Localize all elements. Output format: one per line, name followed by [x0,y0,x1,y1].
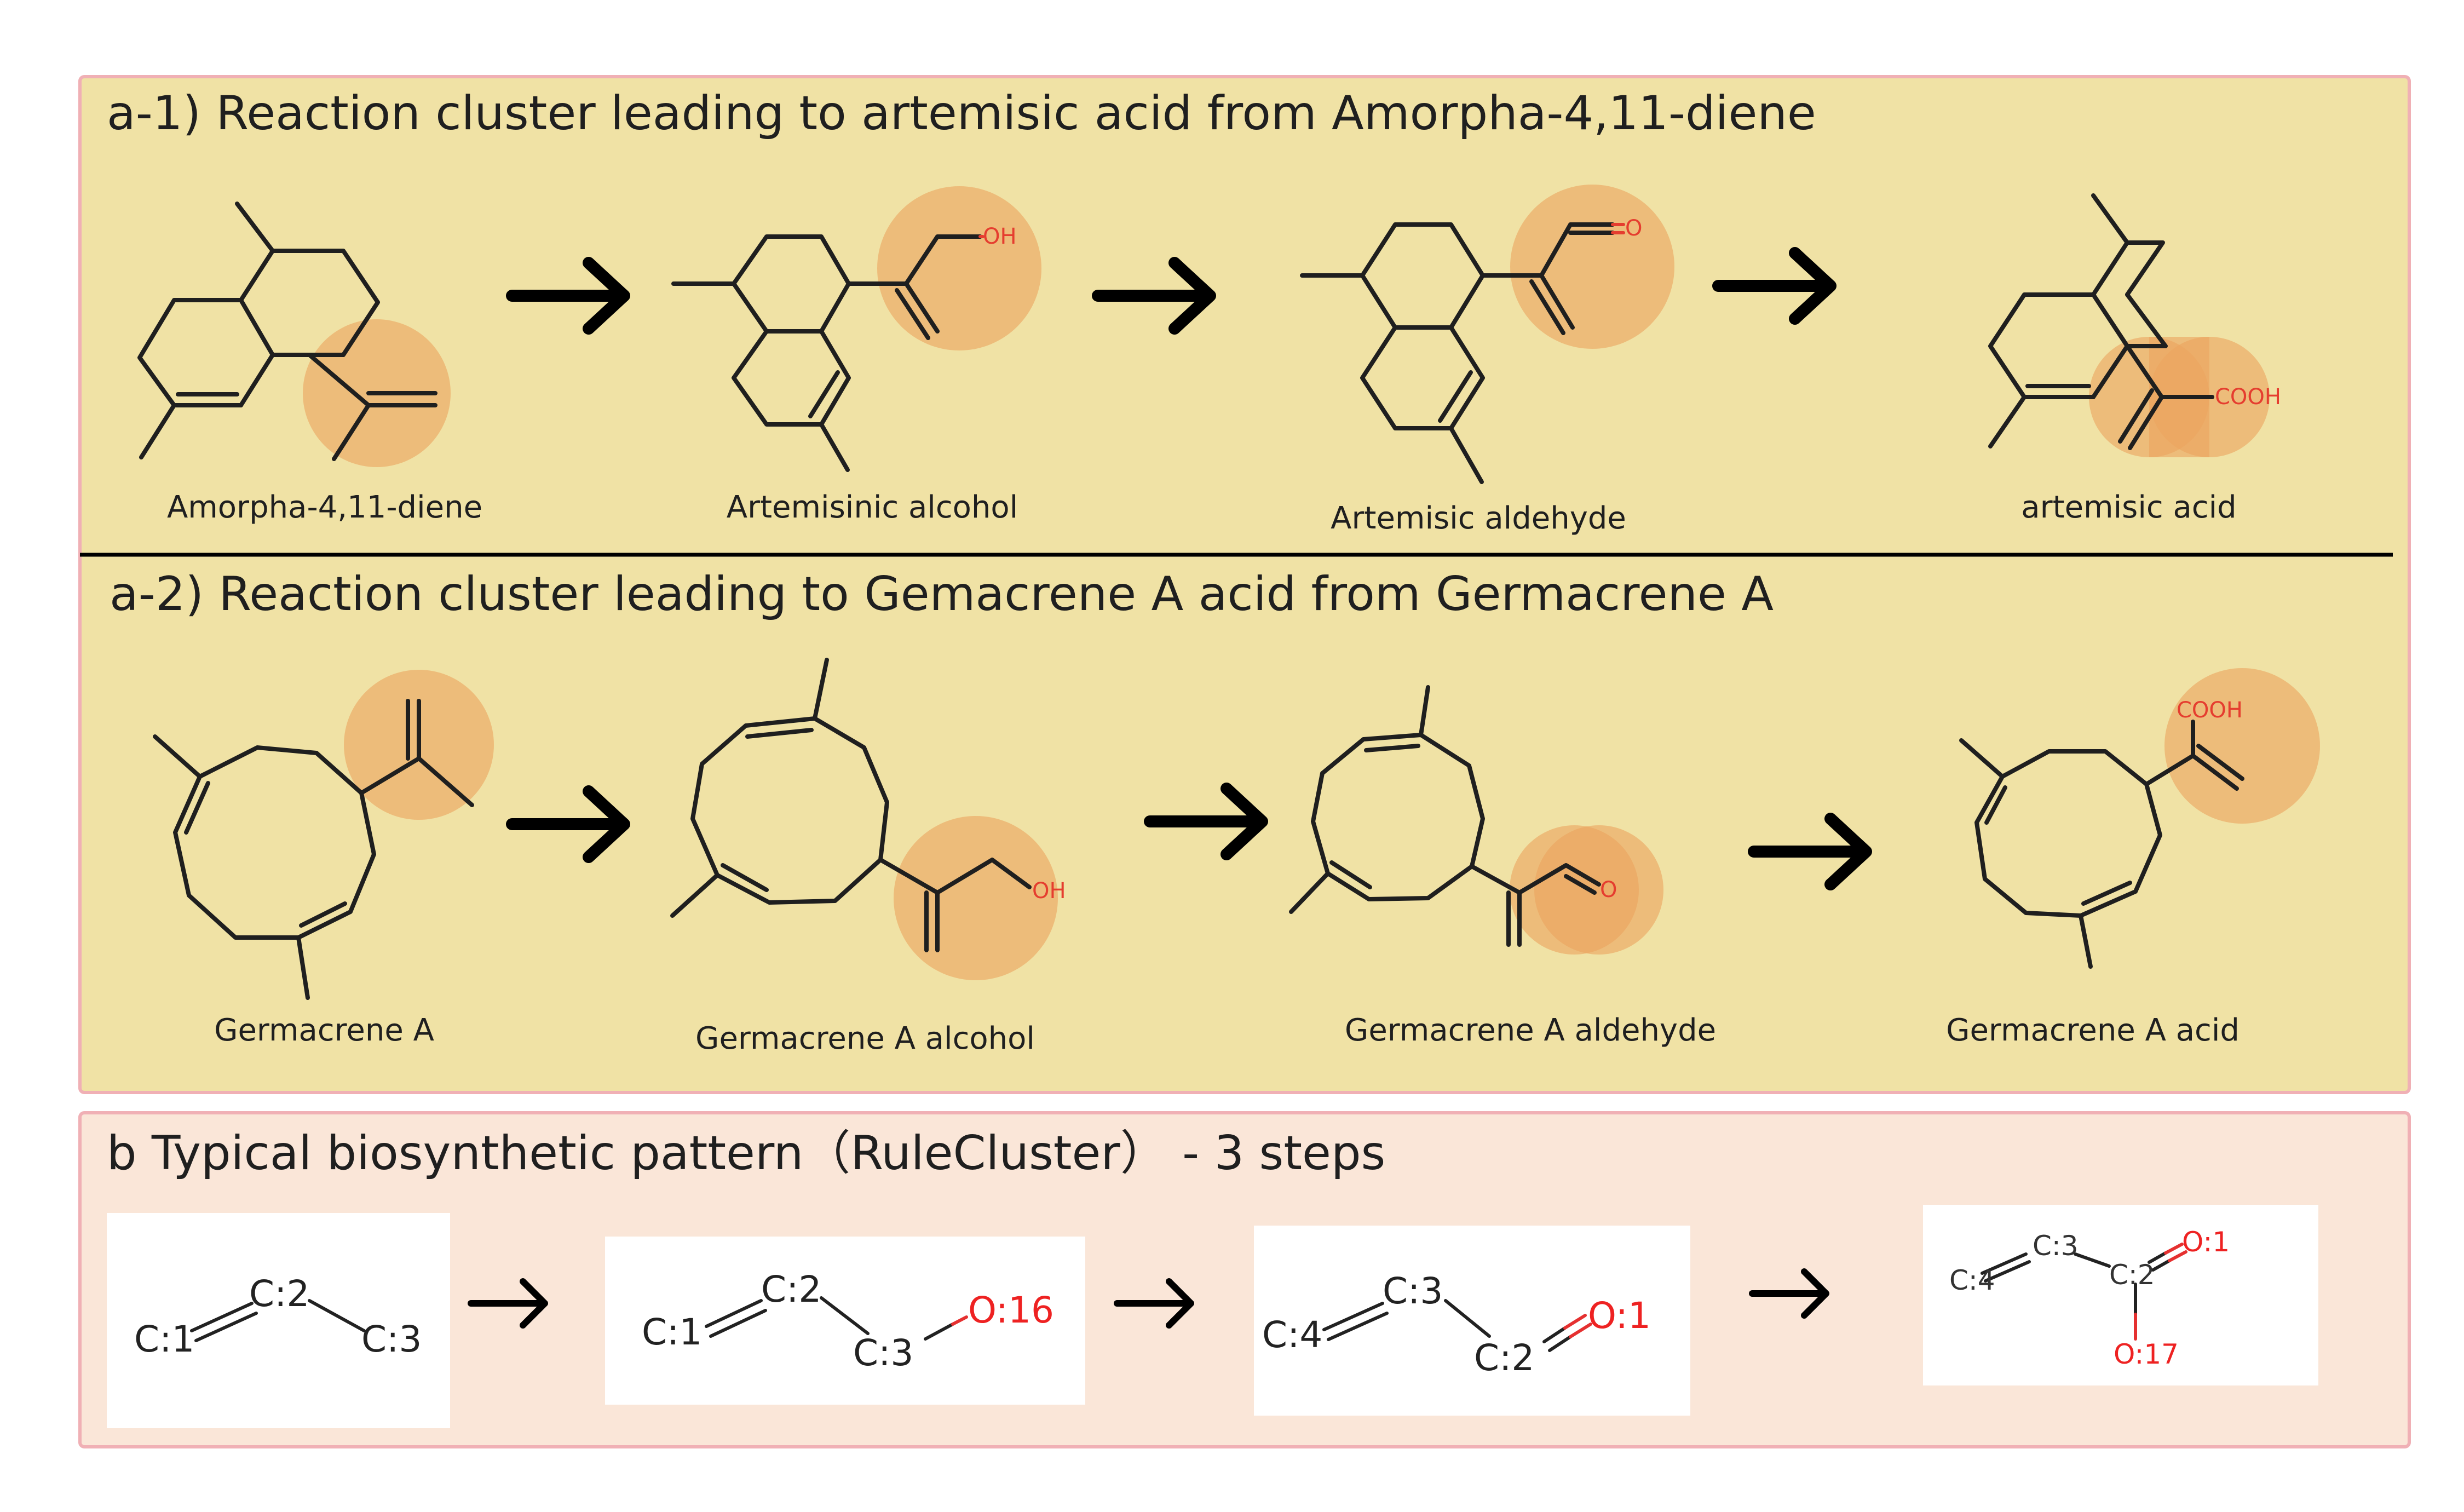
compound-label: Germacrene A [214,1013,434,1048]
panel-a-background [78,75,2411,1094]
reaction-arrow [506,257,630,335]
rule-card-1: C:1 C:2 C:3 [107,1213,450,1428]
atom-label: O:1 [1588,1295,1651,1337]
atom-label: C:2 [249,1273,309,1315]
atom-label: C:2 [1474,1337,1534,1379]
hydroxyl-label: OH [983,224,1017,249]
atom-label: C:4 [1262,1314,1322,1356]
compound-label: Germacrene A alcohol [695,1021,1035,1056]
highlight-circle [2164,668,2320,824]
reaction-arrow [1712,247,1837,325]
molecule-germacrene-a-alcohol: OH Germacrene A alcohol [670,658,1066,1056]
molecule-germacrene-a: Germacrene A [153,670,494,1048]
atom-label: C:3 [2033,1230,2079,1262]
compound-label: Artemisic aldehyde [1331,501,1626,536]
atom-label: C:4 [1949,1264,1995,1296]
carbonyl-oxygen-label: O [1600,877,1617,902]
carboxyl-label: COOH [2177,698,2243,723]
compound-label: Germacrene A aldehyde [1345,1013,1716,1048]
highlight-circle [1510,185,1674,349]
atom-label: C:3 [853,1332,913,1374]
molecule-artemisic-aldehyde: O Artemisic aldehyde [1300,185,1674,536]
molecule-artemisic-acid: COOH artemisic acid [1988,193,2281,525]
atom-label: C:2 [761,1268,821,1310]
highlight-circle [894,816,1058,980]
highlight-circle [1534,825,1663,955]
compound-label: Amorpha-4,11-diene [167,490,482,525]
reaction-arrow [1144,783,1268,860]
rule-card-4: C:4 C:3 C:2 O:1 O:17 [1923,1205,2318,1385]
atom-label: C:2 [2109,1259,2155,1291]
atom-label: O:17 [2114,1338,2179,1370]
rule-arrow [468,1278,548,1329]
rule-arrow [1749,1268,1829,1319]
compound-label: artemisic acid [2021,490,2236,525]
panel-a1-title: a-1) Reaction cluster leading to artemis… [107,86,1816,141]
compound-label: Germacrene A acid [1946,1013,2240,1048]
reaction-arrow [1748,813,1872,890]
rule-card-2: C:1 C:2 C:3 O:16 [605,1237,1085,1405]
compound-label: Artemisinic alcohol [727,490,1018,525]
atom-label: C:1 [134,1318,194,1360]
atom-label: C:1 [642,1311,702,1353]
reaction-arrow [1092,257,1216,335]
atom-label: C:3 [361,1318,422,1360]
molecule-germacrene-a-aldehyde: O Germacrene A aldehyde [1289,685,1716,1048]
highlight-circle [877,186,1041,350]
carbonyl-oxygen-label: O [1625,216,1642,241]
reaction-arrow [506,785,630,863]
carboxyl-label: COOH [2215,384,2281,410]
rule-arrow [1114,1278,1194,1329]
panel-a2-title: a-2) Reaction cluster leading to Gemacre… [110,567,1774,622]
molecule-amorphadiene: Amorpha-4,11-diene [137,202,482,525]
panel-b-title: b Typical biosynthetic pattern（RuleClust… [107,1126,1385,1181]
rule-card-3: C:4 C:3 C:2 O:1 [1254,1226,1690,1416]
hydroxyl-label: OH [1032,878,1066,904]
atom-label: O:1 [2182,1226,2230,1258]
molecule-artemisinic-alcohol: OH Artemisinic alcohol [671,186,1041,525]
molecule-germacrene-a-acid: COOH Germacrene A acid [1946,668,2320,1048]
atom-label: O:16 [968,1289,1054,1331]
atom-label: C:3 [1383,1270,1443,1312]
